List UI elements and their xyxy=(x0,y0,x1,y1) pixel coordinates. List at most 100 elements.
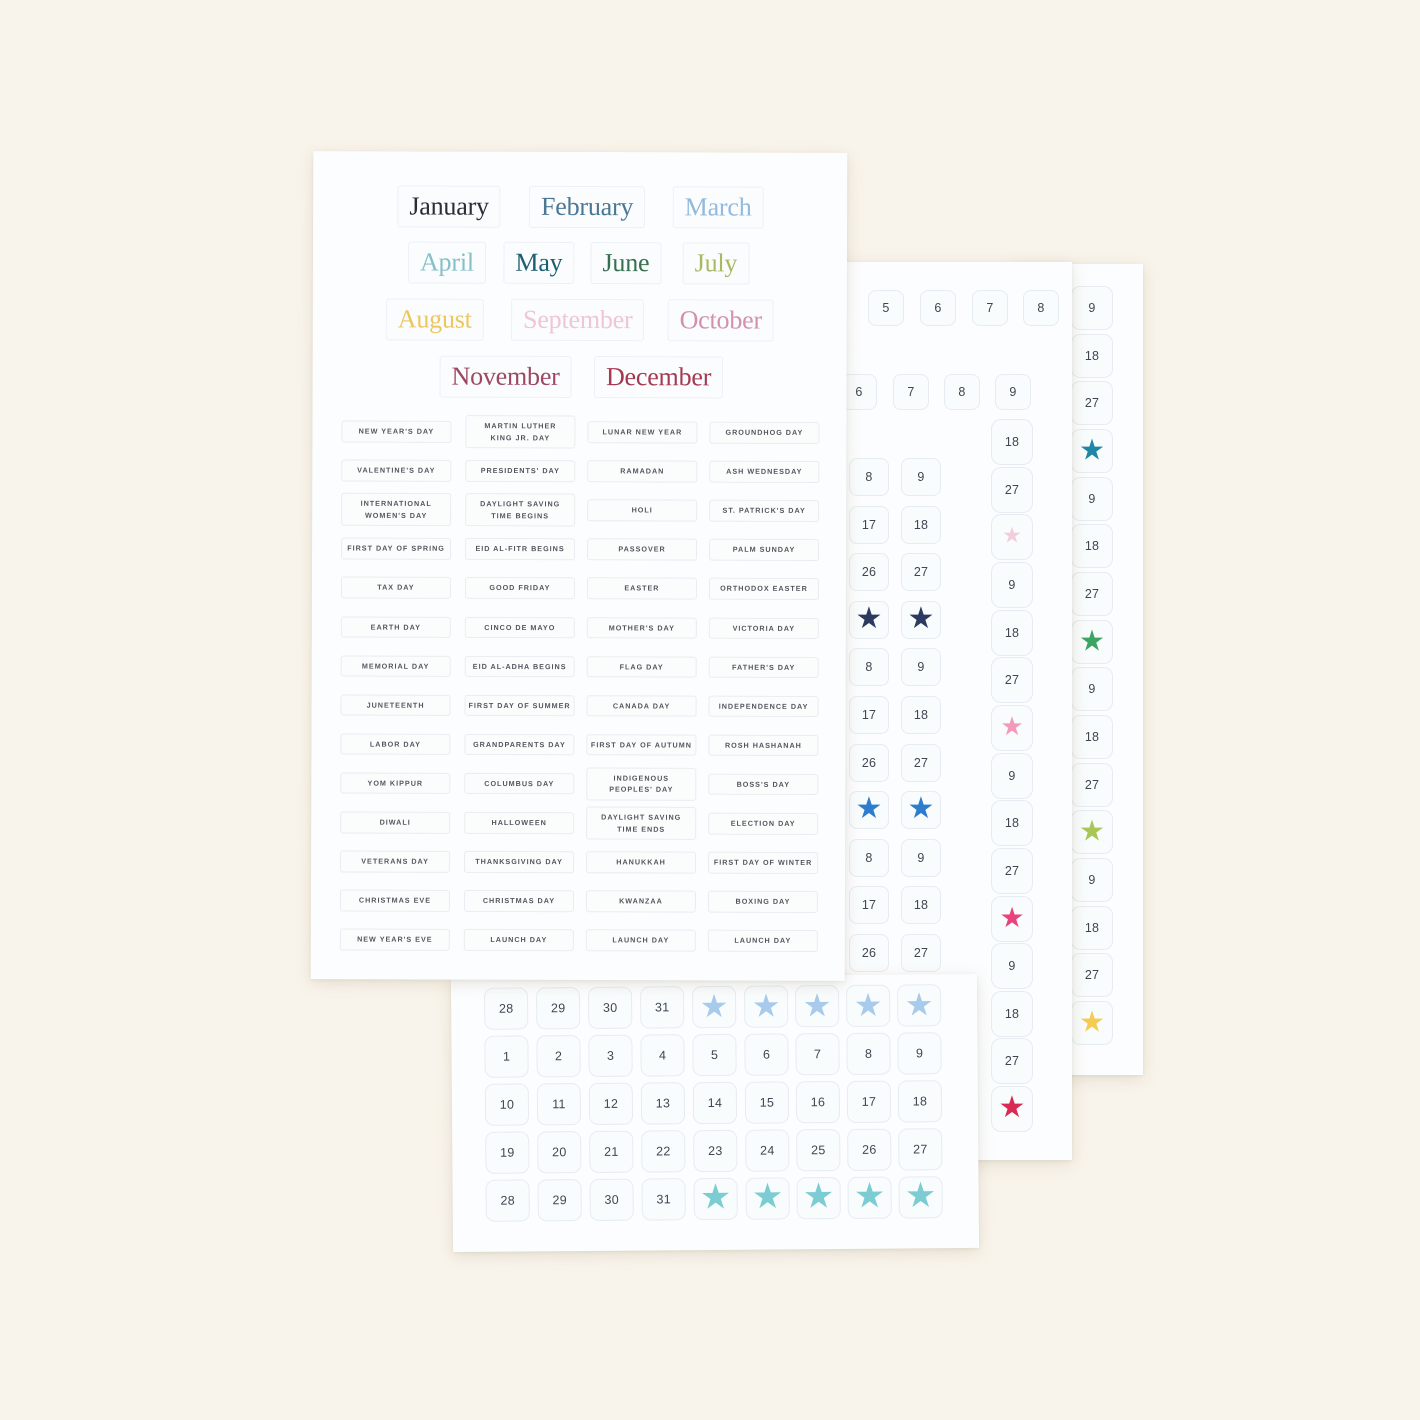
diecut-outline xyxy=(1071,667,1113,712)
holiday-sticker: MARTIN LUTHER KING JR. DAY xyxy=(465,415,576,449)
diecut-outline xyxy=(991,943,1033,990)
number-sticker: 17 xyxy=(861,1094,877,1109)
number-sticker: 9 xyxy=(1088,873,1096,888)
holiday-sticker: PALM SUNDAY xyxy=(709,538,820,561)
diecut-outline xyxy=(1071,810,1113,855)
holiday-sticker: RAMADAN xyxy=(587,460,698,483)
diecut-outline xyxy=(1071,619,1113,664)
holiday-sticker: FLAG DAY xyxy=(586,655,697,678)
number-sticker: 27 xyxy=(913,1142,928,1157)
diecut-outline xyxy=(991,800,1033,847)
diecut-outline xyxy=(1071,524,1113,569)
number-sticker: 28 xyxy=(498,1001,514,1016)
holiday-sticker: ASH WEDNESDAY xyxy=(709,460,820,483)
number-sticker: 20 xyxy=(552,1145,567,1160)
diecut-outline xyxy=(1071,572,1113,617)
star-sticker: ★ xyxy=(751,986,781,1025)
number-sticker: 23 xyxy=(708,1143,723,1159)
star-sticker: ★ xyxy=(904,985,934,1024)
number-sticker: 7 xyxy=(986,301,994,315)
month-sticker: May xyxy=(503,241,575,284)
holiday-sticker: THANKSGIVING DAY xyxy=(464,850,575,873)
holiday-sticker: TAX DAY xyxy=(340,576,451,599)
number-sticker: 18 xyxy=(913,517,929,532)
number-sticker: 8 xyxy=(865,660,873,675)
holiday-sticker: FIRST DAY OF SUMMER xyxy=(464,694,575,717)
diecut-outline xyxy=(991,1038,1033,1085)
diecut-outline xyxy=(849,553,889,592)
number-sticker: 17 xyxy=(861,517,877,532)
number-sticker: 31 xyxy=(654,1000,670,1015)
number-sticker: 9 xyxy=(1008,959,1016,974)
diecut-outline xyxy=(901,553,941,592)
number-sticker: 9 xyxy=(1088,301,1096,315)
number-sticker: 17 xyxy=(861,708,877,722)
number-sticker: 26 xyxy=(861,946,877,960)
diecut-outline xyxy=(991,561,1033,608)
diecut-outline xyxy=(1071,762,1113,807)
holiday-sticker: VICTORIA DAY xyxy=(708,617,819,640)
diecut-outline xyxy=(944,374,980,410)
diecut-outline xyxy=(991,895,1033,942)
star-sticker: ★ xyxy=(853,1176,886,1217)
holiday-sticker: INDIGENOUS PEOPLES' DAY xyxy=(586,767,697,801)
diecut-outline xyxy=(901,838,941,877)
diecut-outline xyxy=(849,458,889,496)
holiday-sticker: GOOD FRIDAY xyxy=(464,577,575,600)
number-sticker: 18 xyxy=(1084,730,1100,745)
number-sticker: 16 xyxy=(810,1095,826,1110)
number-sticker: 6 xyxy=(855,385,863,399)
number-sticker: 22 xyxy=(656,1144,671,1159)
number-sticker: 9 xyxy=(917,470,925,484)
holiday-sticker: BOSS'S DAY xyxy=(708,773,819,796)
diecut-outline xyxy=(1071,286,1113,330)
number-sticker: 5 xyxy=(882,301,890,315)
diecut-outline xyxy=(1071,429,1113,473)
number-sticker: 2 xyxy=(554,1049,563,1064)
number-sticker: 31 xyxy=(656,1192,671,1207)
month-sticker: August xyxy=(385,298,484,341)
diecut-outline xyxy=(849,791,889,830)
diecut-outline xyxy=(991,657,1033,704)
diecut-outline xyxy=(991,704,1033,751)
diecut-outline xyxy=(901,505,941,544)
holiday-sticker: JUNETEENTH xyxy=(340,694,451,717)
number-sticker: 27 xyxy=(1004,673,1020,688)
diecut-outline xyxy=(1071,333,1113,378)
holiday-sticker: CANADA DAY xyxy=(586,694,697,717)
number-sticker: 28 xyxy=(500,1193,515,1208)
diecut-outline xyxy=(868,290,904,326)
number-sticker: 18 xyxy=(912,1094,928,1109)
month-sticker: April xyxy=(407,241,486,284)
number-sticker: 27 xyxy=(1004,482,1020,497)
holiday-sticker: KWANZAA xyxy=(585,890,696,913)
number-sticker: 27 xyxy=(913,565,929,580)
diecut-outline xyxy=(849,838,889,877)
diecut-outline xyxy=(991,990,1033,1037)
holiday-sticker: CINCO DE MAYO xyxy=(464,616,575,639)
holiday-sticker: ELECTION DAY xyxy=(708,812,819,835)
holiday-sticker: NEW YEAR'S EVE xyxy=(339,928,450,951)
holiday-sticker: GROUNDHOG DAY xyxy=(709,421,820,444)
month-sticker: July xyxy=(682,242,750,285)
star-sticker: ★ xyxy=(907,600,935,636)
holiday-sticker: NEW YEAR'S DAY xyxy=(341,420,452,443)
holiday-sticker: PRESIDENTS' DAY xyxy=(465,459,576,482)
diecut-outline xyxy=(920,290,956,326)
holiday-sticker: HANUKKAH xyxy=(586,851,697,874)
number-sticker: 18 xyxy=(913,898,929,913)
diecut-outline xyxy=(901,600,941,639)
number-sticker: 30 xyxy=(602,1000,618,1015)
month-sticker: November xyxy=(439,355,572,398)
holiday-sticker: LAUNCH DAY xyxy=(585,929,696,952)
number-sticker: 18 xyxy=(1004,1006,1020,1021)
number-sticker: 8 xyxy=(865,470,873,484)
number-sticker: 17 xyxy=(861,898,877,913)
holiday-sticker: EARTH DAY xyxy=(340,615,451,638)
holiday-sticker: INTERNATIONAL WOMEN'S DAY xyxy=(341,492,452,527)
number-sticker: 18 xyxy=(1084,348,1100,363)
diecut-outline xyxy=(991,419,1033,465)
month-sticker: October xyxy=(667,299,775,342)
holiday-sticker: ROSH HASHANAH xyxy=(708,734,819,757)
holiday-sticker: FIRST DAY OF SPRING xyxy=(341,537,452,560)
